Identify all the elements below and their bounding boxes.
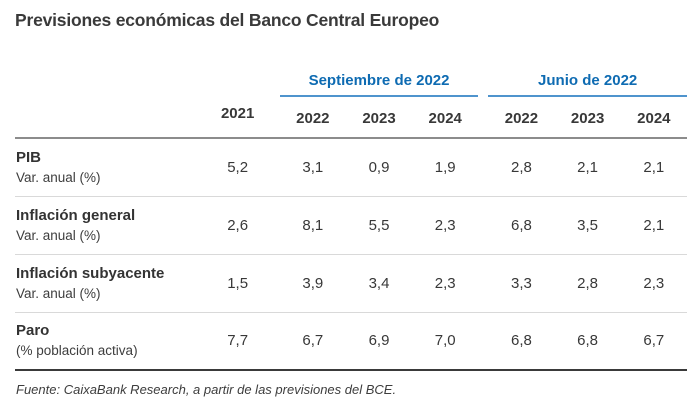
forecast-table: Septiembre de 2022 Junio de 2022 2021 20…: [15, 57, 687, 371]
group-gap: [478, 57, 488, 96]
row-sublabel: Var. anual (%): [16, 227, 101, 243]
value-cell: 3,1: [279, 137, 346, 196]
column-group-september: Septiembre de 2022: [279, 57, 479, 97]
value-cell: 2,8: [488, 137, 555, 196]
group-gap: [269, 253, 280, 312]
value-cell: 3,4: [345, 253, 413, 312]
group-gap: [270, 57, 280, 96]
row-header: Inflación general Var. anual (%): [15, 195, 206, 254]
year-header-sept-2024: 2024: [428, 109, 462, 127]
year-header-june-2022: 2022: [504, 109, 539, 127]
value-cell: 8,1: [279, 195, 346, 254]
group-gap: [478, 96, 488, 138]
value-cell: 7,7: [205, 311, 270, 371]
group-gap: [478, 311, 489, 371]
value-cell: 7,0: [412, 311, 479, 371]
value-cell: 2,8: [554, 253, 621, 312]
value-cell: 2,3: [412, 195, 479, 254]
value-cell: 6,8: [488, 311, 555, 371]
year-header-row: 2021 2022 2023 2024 2022 2023 2024: [15, 96, 687, 138]
table-row-inflacion-general: Inflación general Var. anual (%) 2,6 8,1…: [15, 195, 687, 254]
group-gap: [270, 96, 280, 138]
value-cell: 1,9: [412, 137, 479, 196]
group-gap: [478, 253, 489, 312]
group-gap: [269, 137, 280, 196]
row-label: PIB: [16, 148, 42, 166]
row-header: PIB Var. anual (%): [15, 137, 206, 196]
row-header: Paro (% población activa): [15, 311, 206, 371]
value-cell: 2,1: [620, 195, 687, 254]
year-header-sept-2022: 2022: [296, 109, 330, 127]
value-cell: 2,1: [554, 137, 621, 196]
page-title: Previsiones económicas del Banco Central…: [15, 10, 440, 30]
header-spacer: [15, 57, 206, 96]
value-cell: 2,6: [205, 195, 270, 254]
group-gap: [478, 137, 489, 196]
header-spacer: [206, 57, 270, 96]
column-group-june: Junio de 2022: [488, 57, 687, 97]
value-cell: 5,2: [205, 137, 270, 196]
table-body: PIB Var. anual (%) 5,2 3,1 0,9 1,9 2,8 2…: [15, 137, 687, 371]
value-cell: 3,5: [554, 195, 621, 254]
value-cell: 6,8: [488, 195, 555, 254]
year-header-2021: 2021: [220, 105, 255, 122]
row-sublabel: (% población activa): [16, 343, 138, 359]
row-label: Inflación subyacente: [16, 264, 165, 282]
header-spacer: [15, 96, 206, 138]
value-cell: 3,3: [488, 253, 555, 312]
value-cell: 2,3: [620, 253, 687, 312]
value-cell: 6,7: [279, 311, 346, 371]
table-row-paro: Paro (% población activa) 7,7 6,7 6,9 7,…: [15, 311, 687, 371]
group-gap: [269, 195, 280, 254]
value-cell: 6,8: [554, 311, 621, 371]
row-sublabel: Var. anual (%): [16, 169, 101, 185]
row-label: Paro: [16, 322, 50, 340]
group-gap: [269, 311, 280, 371]
source-note: Fuente: CaixaBank Research, a partir de …: [16, 382, 397, 397]
value-cell: 2,3: [412, 253, 479, 312]
group-gap: [478, 195, 489, 254]
value-cell: 1,5: [205, 253, 270, 312]
value-cell: 6,7: [620, 311, 687, 371]
year-header-june-2023: 2023: [570, 109, 605, 127]
table-row-pib: PIB Var. anual (%) 5,2 3,1 0,9 1,9 2,8 2…: [15, 137, 687, 196]
column-group-row: Septiembre de 2022 Junio de 2022: [15, 57, 687, 97]
value-cell: 0,9: [345, 137, 413, 196]
row-sublabel: Var. anual (%): [16, 285, 101, 301]
table-row-inflacion-subyacente: Inflación subyacente Var. anual (%) 1,5 …: [15, 253, 687, 312]
year-header-june-2024: 2024: [637, 109, 671, 127]
row-label: Inflación general: [16, 206, 136, 224]
year-header-sept-2023: 2023: [362, 109, 396, 127]
value-cell: 3,9: [279, 253, 346, 312]
value-cell: 6,9: [345, 311, 413, 371]
row-header: Inflación subyacente Var. anual (%): [15, 253, 206, 312]
table-header: Septiembre de 2022 Junio de 2022 2021 20…: [15, 57, 687, 138]
value-cell: 2,1: [620, 137, 687, 196]
value-cell: 5,5: [345, 195, 413, 254]
